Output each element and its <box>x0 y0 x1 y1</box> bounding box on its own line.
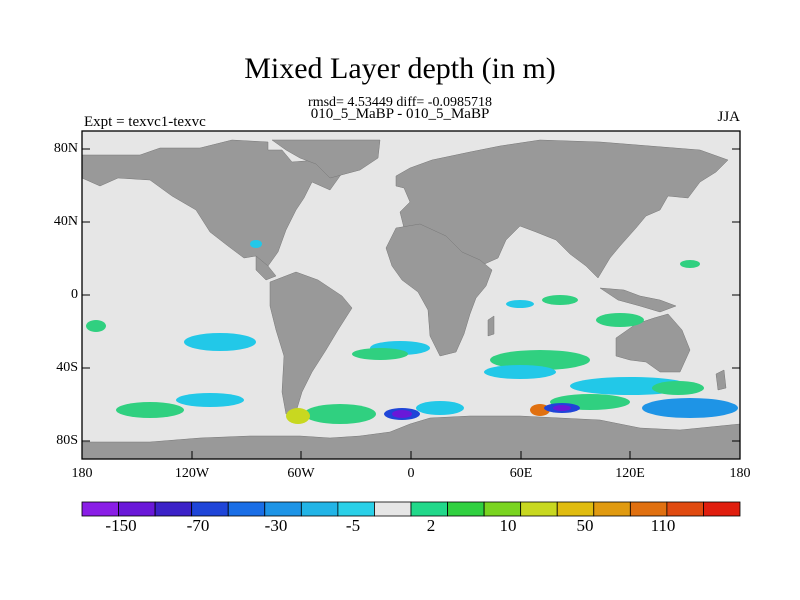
contour-green <box>490 350 590 370</box>
contour-cyan <box>642 398 738 418</box>
experiment-label: Expt = texvc1-texvc <box>84 114 206 130</box>
lon-label-120e: 120E <box>615 466 645 481</box>
contour-cyan <box>416 401 464 415</box>
land-south-america <box>269 271 353 415</box>
lat-label-0: 0 <box>71 287 78 302</box>
contour-green <box>596 313 644 327</box>
colorbar <box>81 501 741 517</box>
lon-label-60w: 60W <box>287 466 315 481</box>
land-central-america <box>255 255 277 281</box>
contour-green <box>116 402 184 418</box>
land-greenland <box>271 139 381 179</box>
lat-label-40n: 40N <box>53 214 78 229</box>
colorbar-label: 110 <box>650 516 676 535</box>
colorbar-label: 50 <box>576 516 594 535</box>
contour-green <box>304 404 376 424</box>
lat-label-40s: 40S <box>56 360 78 375</box>
stats-line: rmsd= 4.53449 diff= -0.0985718 <box>308 95 492 110</box>
contour-yellow <box>286 408 310 424</box>
colorbar-label: -70 <box>186 516 210 535</box>
contour-fills <box>86 240 738 424</box>
contour-purple <box>392 410 412 418</box>
plot-subtitle: 010_5_MaBP - 010_5_MaBP <box>310 106 490 122</box>
colorbar-swatch <box>337 501 375 517</box>
contour-green <box>680 260 700 268</box>
contour-green <box>542 295 578 305</box>
season-label: JJA <box>717 109 740 125</box>
colorbar-label: 2 <box>426 516 436 535</box>
land-antarctica <box>81 415 741 460</box>
colorbar-swatch <box>410 501 448 517</box>
contour-cyan <box>250 240 262 248</box>
colorbar-swatch <box>629 501 668 517</box>
land-north-america <box>81 139 351 267</box>
colorbar-swatch <box>154 501 193 517</box>
contour-green <box>652 381 704 395</box>
lon-label-0: 0 <box>407 466 415 481</box>
lat-ticks <box>82 148 740 442</box>
colorbar-swatch <box>118 501 156 517</box>
colorbar-swatch <box>666 501 704 517</box>
lat-label-80n: 80N <box>53 141 78 156</box>
colorbar-swatch <box>447 501 485 517</box>
colorbar-swatch <box>81 501 119 517</box>
contour-cyan <box>506 300 534 308</box>
contour-purple <box>553 405 571 411</box>
contour-cyan <box>484 365 556 379</box>
lon-label-120w: 120W <box>174 466 210 481</box>
plot-title: Mixed Layer depth (in m) <box>244 52 556 85</box>
colorbar-swatch <box>191 501 229 517</box>
land-indonesia <box>599 287 677 313</box>
contour-green <box>86 320 106 332</box>
land-australia <box>615 313 691 373</box>
colorbar-swatch <box>374 501 412 517</box>
colorbar-swatch <box>300 501 339 517</box>
lon-label-60e: 60E <box>509 466 533 481</box>
land-madagascar <box>487 315 495 337</box>
colorbar-swatch <box>227 501 266 517</box>
colorbar-swatch <box>703 501 741 517</box>
colorbar-swatch <box>593 501 631 517</box>
colorbar-swatch <box>556 501 595 517</box>
colorbar-label: 10 <box>499 516 517 535</box>
colorbar-swatch <box>483 501 522 517</box>
contour-cyan <box>184 333 256 351</box>
colorbar-label: -30 <box>264 516 288 535</box>
lon-label-180e: 180 <box>729 466 751 481</box>
colorbar-label: -150 <box>105 516 137 535</box>
lon-ticks <box>81 451 741 459</box>
colorbar-label: -5 <box>345 516 361 535</box>
contour-cyan <box>176 393 244 407</box>
lon-label-180w: 180 <box>71 466 93 481</box>
contour-green <box>352 348 408 360</box>
land-new-zealand <box>715 369 727 391</box>
land-africa <box>385 223 493 357</box>
colorbar-swatch <box>264 501 302 517</box>
lat-label-80s: 80S <box>56 433 78 448</box>
colorbar-swatch <box>520 501 558 517</box>
land-masses <box>81 139 741 460</box>
